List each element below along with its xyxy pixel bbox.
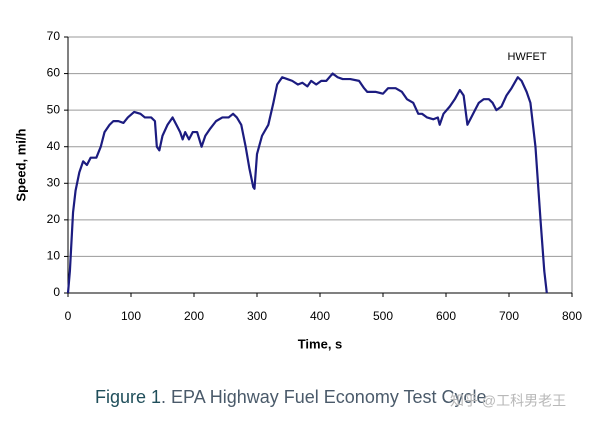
caption-text: . EPA Highway Fuel Economy Test Cycle (161, 387, 486, 407)
x-tick-label: 0 (65, 309, 72, 323)
x-axis-label: Time, s (298, 336, 343, 351)
caption-label: Figure 1 (95, 387, 161, 407)
caption: Figure 1. EPA Highway Fuel Economy Test … (95, 387, 487, 407)
x-tick-label: 300 (247, 309, 267, 323)
x-tick-label: 500 (373, 309, 393, 323)
x-tick-label: 200 (184, 309, 204, 323)
plot-frame (67, 36, 573, 294)
x-tick-label: 100 (121, 309, 141, 323)
x-tick-label: 700 (499, 309, 519, 323)
speed-line (66, 72, 548, 294)
y-tick-label: 50 (47, 102, 61, 116)
y-tick-label: 60 (47, 66, 61, 80)
y-tick-label: 10 (47, 249, 61, 263)
y-tick-label: 0 (53, 285, 60, 299)
y-tick-label: 20 (47, 212, 61, 226)
y-tick-label: 30 (47, 175, 61, 189)
y-tick-label: 40 (47, 139, 61, 153)
watermark: 知乎 @工科男老王 (450, 393, 566, 409)
y-tick-label: 70 (47, 29, 61, 43)
x-tick-label: 400 (310, 309, 330, 323)
x-tick-label: 600 (436, 309, 456, 323)
annotation: HWFET (507, 51, 546, 63)
y-axis-label: Speed, mi/h (13, 128, 28, 201)
x-tick-label: 800 (562, 309, 582, 323)
